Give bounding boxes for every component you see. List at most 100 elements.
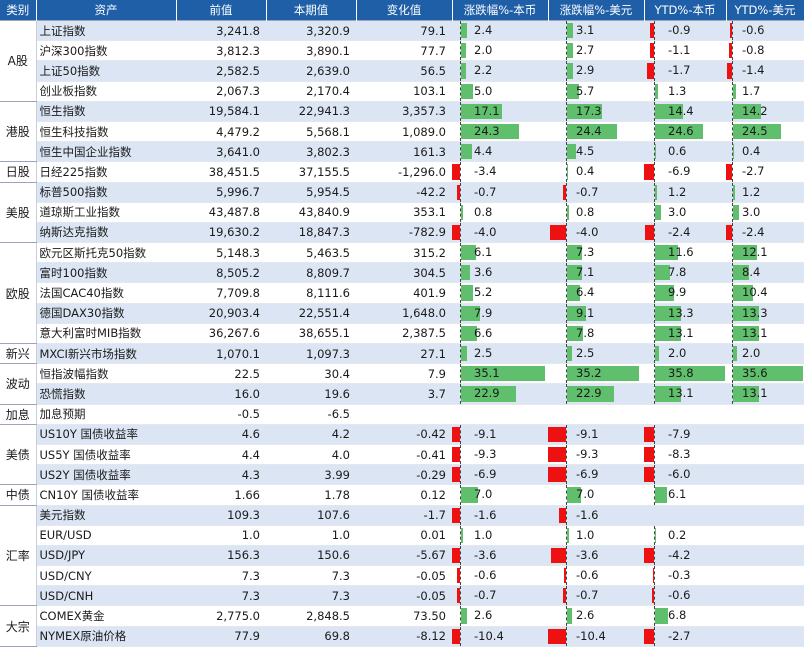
- ytd-local-cell: 2.0: [644, 342, 726, 365]
- table-row: 恐慌指数 16.0 19.6 3.7 22.9 22.9 13.1 13.1: [0, 383, 804, 405]
- current-value: 3.99: [266, 464, 356, 486]
- zero-axis: [654, 425, 655, 444]
- current-value: 4.0: [266, 444, 356, 466]
- pct-usd-cell: 22.9: [548, 383, 644, 405]
- positive-bar: [461, 43, 466, 59]
- zero-axis: [566, 121, 567, 141]
- positive-bar: [567, 144, 577, 160]
- zero-axis: [732, 183, 733, 202]
- table-row: 大宗 COMEX黄金 2,775.0 2,848.5 73.50 2.6 2.6 6.8: [0, 605, 804, 647]
- percent-label: 2.0: [474, 43, 493, 58]
- zero-axis: [654, 142, 655, 161]
- percent-label: -2.7: [668, 628, 691, 643]
- table-row: NYMEX原油价格 77.9 69.8 -8.12 -10.4 -10.4 -2.7: [0, 626, 804, 647]
- change-value: -0.41: [356, 444, 452, 466]
- percent-label: 2.7: [576, 43, 595, 58]
- pct-usd-cell: 2.6: [548, 605, 644, 627]
- header-ytd-local: YTD%-本币: [644, 0, 727, 21]
- current-value: 3,320.9: [266, 19, 356, 42]
- asset-name: EUR/USD: [36, 525, 176, 546]
- change-value: 27.1: [356, 342, 452, 365]
- percent-label: -0.9: [668, 23, 691, 37]
- negative-bar: [644, 164, 654, 180]
- positive-bar: [733, 144, 734, 160]
- ytd-usd-cell: 13.3: [726, 303, 804, 324]
- positive-bar: [655, 83, 658, 99]
- percent-label: 22.9: [576, 386, 602, 401]
- percent-label: 1.0: [474, 527, 493, 542]
- percent-label: 3.0: [742, 204, 761, 219]
- ytd-usd-cell: 1.2: [726, 181, 804, 203]
- change-value: 79.1: [356, 19, 452, 42]
- percent-label: -3.6: [474, 547, 497, 562]
- pct-usd-cell: 9.1: [548, 303, 644, 324]
- prev-value: 22.5: [176, 363, 266, 385]
- zero-axis: [460, 183, 461, 202]
- percent-label: 4.5: [576, 144, 595, 159]
- table-body: A股 上证指数 3,241.8 3,320.9 79.1 2.4 3.1 -0.9 -0.6 沪深…: [0, 19, 804, 647]
- current-value: 2,170.4: [266, 81, 356, 102]
- percent-label: -6.0: [668, 467, 691, 482]
- percent-label: -10.4: [474, 628, 504, 643]
- change-value: 3.7: [356, 383, 452, 405]
- positive-bar: [655, 103, 684, 119]
- asset-name: 日经225指数: [36, 161, 176, 183]
- percent-label: -8.3: [668, 446, 691, 461]
- asset-name: COMEX黄金: [36, 605, 176, 627]
- prev-value: 19,584.1: [176, 100, 266, 122]
- zero-axis: [566, 566, 567, 585]
- zero-axis: [654, 344, 655, 363]
- percent-label: -2.4: [742, 224, 765, 239]
- asset-name: 欧元区斯托克50指数: [36, 242, 176, 264]
- pct-usd-cell: 17.3: [548, 100, 644, 122]
- ytd-local-cell: -7.9: [644, 423, 726, 445]
- pct-usd-cell: -1.6: [548, 504, 644, 526]
- asset-name: 恐慌指数: [36, 383, 176, 405]
- percent-label: 13.1: [668, 325, 694, 340]
- ytd-local-cell: 13.3: [644, 303, 726, 324]
- percent-label: 0.2: [668, 527, 687, 542]
- pct-local-cell: -6.9: [452, 464, 548, 486]
- current-value: 3,802.3: [266, 141, 356, 163]
- pct-usd-cell: -0.6: [548, 565, 644, 587]
- pct-local-cell: 2.6: [452, 605, 548, 627]
- percent-label: 2.5: [474, 346, 493, 360]
- ytd-local-cell: -4.2: [644, 545, 726, 567]
- zero-axis: [732, 384, 733, 404]
- prev-value: 3,812.3: [176, 40, 266, 62]
- zero-axis: [460, 364, 461, 383]
- current-value: 38,655.1: [266, 323, 356, 345]
- zero-axis: [460, 465, 461, 484]
- change-value: 1,648.0: [356, 303, 452, 324]
- ytd-local-cell: 9.9: [644, 282, 726, 304]
- pct-local-cell: 4.4: [452, 141, 548, 163]
- pct-local-cell: 2.0: [452, 40, 548, 62]
- asset-name: 恒生指数: [36, 100, 176, 122]
- negative-bar: [644, 467, 654, 483]
- zero-axis: [732, 222, 733, 242]
- pct-usd-cell: -0.7: [548, 181, 644, 203]
- positive-bar: [655, 366, 725, 382]
- positive-bar: [567, 346, 573, 362]
- zero-axis: [566, 162, 567, 181]
- negative-bar: [651, 588, 654, 604]
- ytd-local-cell: -8.3: [644, 444, 726, 466]
- percent-label: -6.9: [668, 164, 691, 179]
- percent-label: 13.1: [742, 325, 768, 340]
- change-value: 1,089.0: [356, 121, 452, 143]
- percent-label: 7.8: [668, 265, 687, 280]
- zero-axis: [566, 202, 567, 222]
- positive-bar: [733, 245, 757, 261]
- negative-bar: [549, 224, 566, 241]
- asset-name: USD/JPY: [36, 545, 176, 567]
- positive-bar: [567, 245, 582, 261]
- negative-bar: [452, 628, 460, 644]
- percent-label: 0.6: [668, 144, 687, 159]
- percent-label: -0.7: [576, 588, 599, 603]
- percent-label: 2.0: [668, 346, 687, 360]
- ytd-usd-cell: [726, 525, 804, 546]
- pct-local-cell: -10.4: [452, 626, 548, 647]
- ytd-local-cell: 1.2: [644, 181, 726, 203]
- negative-bar: [563, 184, 566, 200]
